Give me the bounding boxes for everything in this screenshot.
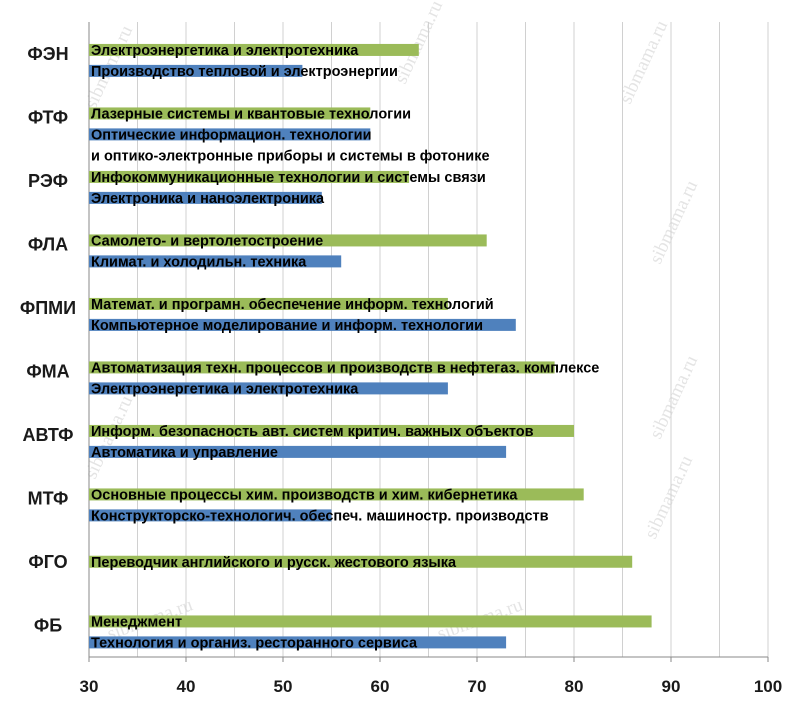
- bar-label: Лазерные системы и квантовые технологии: [91, 106, 411, 122]
- bar: [89, 424, 574, 437]
- bar-label: Электроника и наноэлектроника: [91, 191, 325, 207]
- category-label: ФТФ: [28, 107, 68, 127]
- bar-label: Технология и организ. ресторанного серви…: [91, 635, 418, 651]
- bar: [89, 318, 516, 331]
- x-tick-label: 50: [274, 677, 293, 696]
- bar: [89, 361, 555, 374]
- bar-label: Электроэнергетика и электротехника: [91, 43, 359, 59]
- bar: [89, 636, 507, 649]
- bar-label: Информ. безопасность авт. систем критич.…: [91, 424, 534, 440]
- x-tick-label: 90: [662, 677, 681, 696]
- category-label: АВТФ: [23, 425, 74, 445]
- bar-label: Менеджмент: [91, 614, 182, 630]
- category-label: ФЭН: [27, 44, 68, 64]
- bar-label: Переводчик английского и русск. жестовог…: [91, 555, 457, 571]
- bar-label: Компьютерное моделирование и информ. тех…: [91, 318, 483, 334]
- bar: [89, 555, 633, 568]
- watermark-text: sibmama.ru: [615, 17, 672, 107]
- bar-label: Оптические информацион. технологии: [91, 127, 372, 143]
- x-axis: 30 40 50 60 70 80 90 100: [80, 656, 782, 696]
- bar-label: Электроэнергетика и электротехника: [91, 381, 359, 397]
- category-labels: ФЭН ФТФ РЭФ ФЛА ФПМИ ФМА АВТФ МТФ ФГО ФБ: [20, 44, 76, 636]
- bar: [89, 170, 410, 183]
- bar: [89, 615, 652, 628]
- x-tick-label: 60: [371, 677, 390, 696]
- category-label: ФЛА: [28, 234, 68, 254]
- x-tick-label: 30: [80, 677, 99, 696]
- category-label: ФБ: [34, 615, 62, 635]
- x-tick-label: 80: [565, 677, 584, 696]
- bar-label: Математ. и програмн. обеспечение информ.…: [91, 297, 494, 313]
- bar: [89, 255, 342, 268]
- bar-label: и оптико-электронные приборы и системы в…: [91, 148, 490, 164]
- bar: [89, 297, 448, 310]
- bar: [89, 382, 448, 395]
- bar-label: Автоматизация техн. процессов и производ…: [91, 360, 599, 376]
- bar-label: Климат. и холодильн. техника: [91, 254, 307, 270]
- bar: [89, 234, 487, 247]
- bar-label: Инфокоммуникационные технологии и систем…: [91, 170, 486, 186]
- bar-labels: Электроэнергетика и электротехника Произв…: [91, 43, 599, 651]
- bar-label: Производство тепловой и электроэнергии: [91, 64, 398, 80]
- bar: [89, 509, 332, 522]
- gridlines: [88, 22, 769, 657]
- bar: [89, 64, 303, 77]
- bar-label: Автоматика и управление: [91, 445, 278, 461]
- bar: [89, 107, 371, 120]
- watermark-text: sibmama.ru: [645, 177, 702, 267]
- category-label: МТФ: [28, 488, 69, 508]
- bar: [89, 488, 584, 501]
- bar: [89, 191, 322, 204]
- watermark-text: sibmama.ru: [390, 0, 447, 87]
- x-tick-label: 100: [754, 677, 782, 696]
- category-label: ФГО: [28, 552, 67, 572]
- bar-label: Самолето- и вертолетостроение: [91, 233, 323, 249]
- bar-label: Основные процессы хим. производств и хим…: [91, 487, 518, 503]
- bars: [89, 43, 652, 649]
- watermark-text: sibmama.ru: [640, 452, 697, 542]
- bar-label: Конструкторско-технологич. обеспеч. маши…: [91, 508, 549, 524]
- x-tick-label: 40: [177, 677, 196, 696]
- watermark-text: sibmama.ru: [645, 352, 702, 442]
- bar: [89, 445, 507, 458]
- bar: [89, 43, 419, 56]
- category-label: РЭФ: [28, 171, 68, 191]
- category-label: ФМА: [26, 361, 69, 381]
- x-tick-label: 70: [468, 677, 487, 696]
- category-label: ФПМИ: [20, 298, 76, 318]
- bar: [89, 128, 371, 141]
